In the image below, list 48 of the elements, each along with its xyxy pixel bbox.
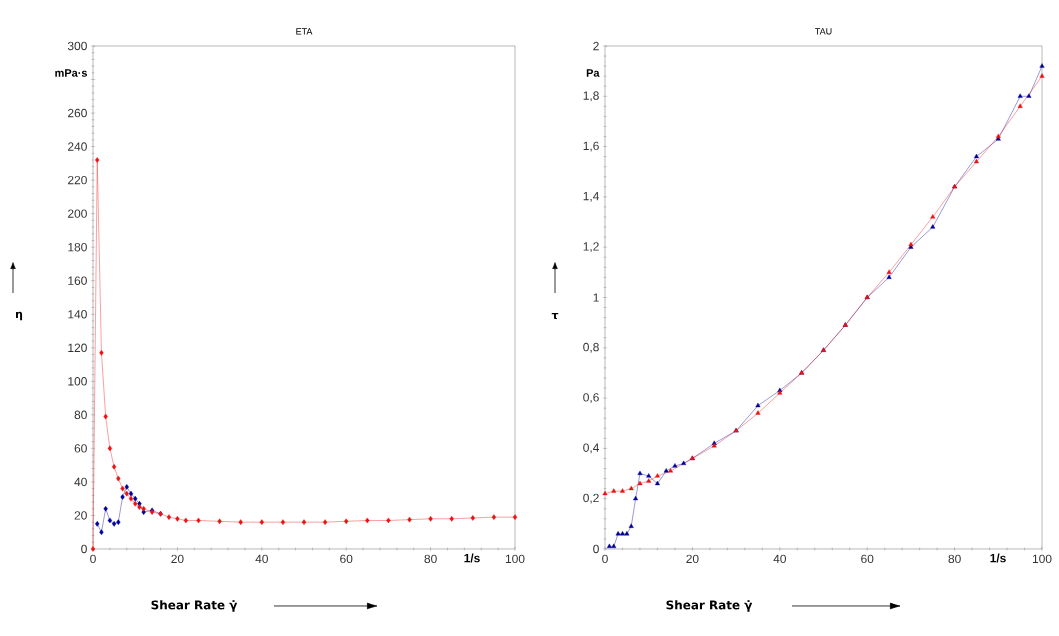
- y-tick-label: 0,2: [583, 493, 599, 504]
- y-tick-label: 80: [74, 410, 87, 420]
- y-tick-label: 140: [68, 310, 87, 319]
- y-tick-label: 120: [68, 343, 87, 353]
- x-tick-label: 100: [505, 554, 525, 564]
- y-tick-label: 160: [68, 276, 87, 285]
- x-tick-label: 20: [686, 554, 699, 564]
- text: 1/s: [990, 553, 1006, 563]
- x-tick-label: 80: [948, 554, 961, 564]
- y-tick-label: 240: [68, 142, 87, 151]
- y-tick-label: 300: [67, 41, 87, 51]
- x-tick-label: 80: [424, 554, 437, 564]
- y-tick-label: 40: [74, 477, 87, 487]
- y-tick-label: 260: [68, 108, 87, 118]
- y-tick-label: 0,4: [583, 443, 600, 454]
- y-tick-label: 1,8: [583, 91, 599, 102]
- y-tick-label: 20: [74, 511, 87, 520]
- y-tick-label: 200: [68, 209, 87, 218]
- text: Pa: [586, 69, 600, 77]
- x-tick-label: 40: [255, 554, 268, 564]
- x-axis-title: Shear Rate γ̇: [666, 600, 753, 612]
- y-tick-label: 180: [68, 242, 87, 252]
- text: mPa·s: [55, 69, 88, 77]
- y-tick-label: 100: [68, 377, 87, 386]
- y-tick-label: 0,6: [583, 393, 599, 404]
- y-tick-label: 0: [81, 544, 87, 554]
- x-axis-title: Shear Rate γ̇: [151, 600, 238, 612]
- chart-title: ETA: [296, 28, 313, 35]
- y-tick-label: 0: [593, 544, 599, 554]
- text: 1/s: [464, 553, 480, 563]
- x-tick-label: 60: [340, 554, 353, 564]
- x-tick-label: 60: [861, 554, 874, 564]
- x-tick-label: 0: [90, 554, 96, 564]
- y-tick-label: 220: [68, 175, 87, 185]
- y-tick-label: 1,2: [583, 242, 599, 253]
- x-tick-label: 40: [773, 554, 786, 564]
- y-tick-label: 2: [593, 41, 599, 51]
- x-tick-label: 0: [602, 554, 608, 564]
- chart-title: TAU: [815, 28, 832, 35]
- y-axis-title: τ: [551, 312, 559, 320]
- y-tick-label: 60: [74, 444, 87, 453]
- y-tick-label: 1,4: [583, 192, 600, 202]
- x-tick-label: 100: [1032, 554, 1052, 564]
- x-tick-label: 20: [171, 554, 184, 564]
- y-tick-label: 1: [593, 293, 599, 302]
- y-axis-title: η: [16, 311, 23, 321]
- y-tick-label: 1,6: [583, 141, 599, 152]
- y-tick-label: 0,8: [583, 342, 599, 353]
